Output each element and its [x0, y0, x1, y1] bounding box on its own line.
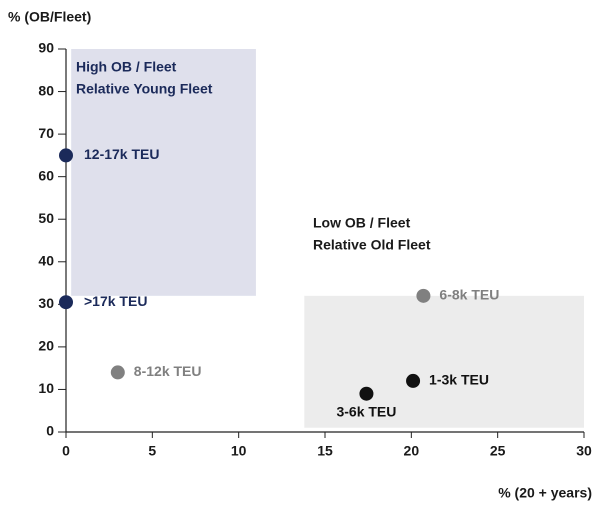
y-tick-label: 80	[38, 82, 54, 98]
y-tick-label: 0	[46, 423, 54, 439]
y-tick-label: 60	[38, 167, 54, 183]
region	[304, 295, 584, 428]
x-tick-label: 0	[62, 443, 70, 459]
x-tick-label: 5	[148, 443, 156, 459]
y-tick-label: 30	[38, 295, 54, 311]
point-label: 3-6k TEU	[336, 403, 396, 419]
y-tick-label: 90	[38, 40, 54, 56]
y-tick-label: 40	[38, 252, 54, 268]
x-tick-label: 15	[317, 443, 333, 459]
y-tick-label: 50	[38, 210, 54, 226]
y-tick-label: 70	[38, 125, 54, 141]
y-tick-label: 10	[38, 380, 54, 396]
y-axis-label: % (OB/Fleet)	[8, 9, 91, 25]
y-tick-label: 20	[38, 338, 54, 354]
x-tick-label: 20	[404, 443, 420, 459]
point	[110, 365, 125, 380]
x-tick-label: 30	[576, 443, 592, 459]
region-label: Relative Young Fleet	[76, 81, 213, 97]
x-tick-label: 10	[231, 443, 247, 459]
region-label: High OB / Fleet	[76, 59, 177, 75]
point	[59, 148, 73, 163]
point-label: 12-17k TEU	[84, 146, 159, 162]
region-label: Low OB / Fleet	[313, 215, 411, 231]
region	[71, 49, 256, 296]
point-label: >17k TEU	[84, 293, 147, 309]
point	[59, 295, 73, 310]
point-label: 8-12k TEU	[134, 363, 202, 379]
point	[406, 373, 421, 388]
point	[416, 288, 431, 303]
x-tick-label: 25	[490, 443, 506, 459]
x-axis-label: % (20 + years)	[498, 485, 592, 501]
point-label: 6-8k TEU	[439, 287, 499, 303]
region-label: Relative Old Fleet	[313, 237, 431, 253]
point	[359, 386, 374, 401]
point-label: 1-3k TEU	[429, 372, 489, 388]
